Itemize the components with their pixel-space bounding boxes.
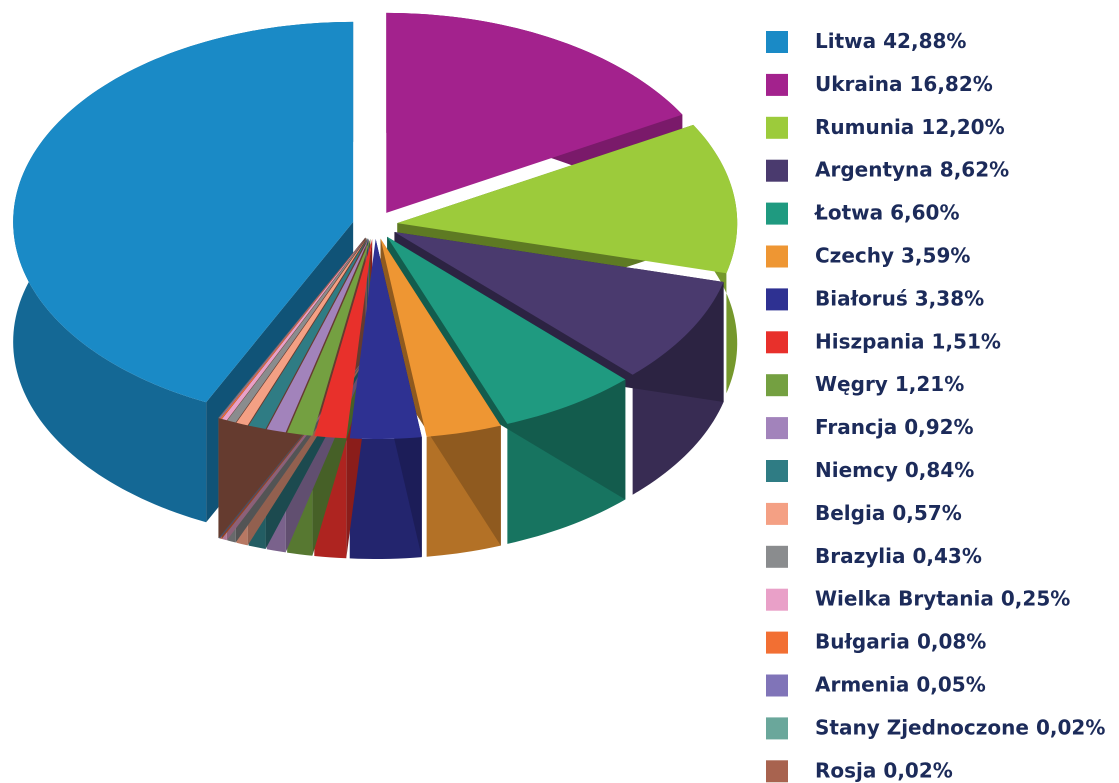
legend-swatch — [766, 202, 788, 225]
legend-value: 0,25% — [1001, 586, 1070, 610]
legend-value: 0,02% — [883, 758, 952, 782]
legend-label: Niemcy 0,84% — [815, 458, 974, 482]
legend-label: Armenia 0,05% — [815, 672, 986, 696]
legend-value: 12,20% — [921, 114, 1004, 138]
legend-name: Rosja — [815, 758, 876, 782]
slice — [218, 237, 366, 419]
legend-label: Stany Zjednoczone 0,02% — [815, 715, 1105, 739]
legend-name: Niemcy — [815, 458, 898, 482]
legend-swatch — [766, 717, 788, 740]
slice — [266, 238, 369, 433]
legend-swatch — [766, 460, 788, 482]
legend-name: Białoruś — [815, 286, 908, 310]
legend-swatch — [766, 545, 788, 568]
pie — [13, 12, 738, 559]
legend-label: Bułgaria 0,08% — [815, 629, 986, 653]
legend-label: Rumunia 12,20% — [815, 114, 1005, 138]
legend-label: Brazylia 0,43% — [815, 543, 982, 567]
slice — [314, 238, 373, 439]
legend-value: 8,62% — [940, 157, 1009, 181]
slice — [219, 237, 366, 419]
legend: Litwa 42,88% Ukraina 16,82% Rumunia 12,20% Arg… — [766, 29, 1105, 783]
legend-name: Ukraina — [815, 71, 903, 95]
legend-name: Hiszpania — [815, 329, 925, 353]
legend-value: 1,51% — [932, 329, 1001, 353]
legend-name: Bułgaria — [815, 629, 910, 653]
legend-label: Francja 0,92% — [815, 415, 974, 439]
legend-value: 0,57% — [892, 500, 961, 524]
legend-swatch — [766, 417, 788, 440]
legend-name: Litwa — [815, 29, 876, 53]
slice — [218, 237, 366, 419]
legend-name: Brazylia — [815, 543, 906, 567]
legend-name: Czechy — [815, 243, 894, 267]
legend-swatch — [766, 631, 788, 654]
legend-label: Wielka Brytania 0,25% — [815, 586, 1070, 610]
legend-label: Łotwa 6,60% — [814, 200, 960, 224]
legend-name: Francja — [815, 415, 897, 439]
slice — [287, 238, 371, 436]
legend-name: Łotwa — [814, 200, 883, 224]
legend-value: 42,88% — [883, 29, 966, 53]
legend-value: 3,59% — [901, 243, 970, 267]
legend-value: 0,84% — [905, 458, 974, 482]
legend-value: 0,02% — [1036, 715, 1105, 739]
legend-value: 0,43% — [913, 543, 982, 567]
legend-swatch — [766, 116, 788, 139]
legend-label: Węgry 1,21% — [815, 372, 964, 396]
legend-label: Rosja 0,02% — [815, 758, 953, 782]
legend-swatch — [766, 331, 788, 354]
slice — [236, 238, 367, 426]
legend-value: 16,82% — [910, 71, 993, 95]
legend-swatch — [766, 245, 788, 268]
legend-label: Argentyna 8,62% — [815, 157, 1009, 181]
legend-swatch — [766, 31, 788, 53]
legend-label: Hiszpania 1,51% — [815, 329, 1001, 353]
legend-name: Armenia — [815, 672, 909, 696]
slice — [387, 236, 626, 424]
slice — [397, 124, 738, 274]
legend-label: Litwa 42,88% — [815, 29, 966, 53]
legend-swatch — [766, 674, 788, 697]
slice — [394, 232, 724, 375]
slice — [380, 238, 501, 437]
legend-swatch — [766, 374, 788, 397]
slice — [248, 238, 368, 430]
legend-value: 1,21% — [895, 372, 964, 396]
legend-swatch — [766, 159, 788, 182]
slice — [13, 21, 354, 403]
legend-name: Stany Zjednoczone — [815, 715, 1029, 739]
legend-value: 0,92% — [904, 415, 973, 439]
legend-name: Wielka Brytania — [815, 586, 994, 610]
legend-swatch — [766, 760, 788, 783]
legend-name: Rumunia — [815, 114, 914, 138]
legend-value: 6,60% — [890, 200, 959, 224]
legend-swatch — [766, 588, 788, 611]
legend-name: Argentyna — [815, 157, 933, 181]
legend-label: Belgia 0,57% — [815, 500, 962, 524]
slice — [221, 237, 366, 421]
legend-name: Belgia — [815, 500, 885, 524]
legend-swatch — [766, 288, 788, 311]
legend-swatch — [766, 502, 788, 525]
legend-swatch — [766, 73, 788, 96]
legend-label: Ukraina 16,82% — [815, 71, 993, 95]
legend-value: 0,05% — [916, 672, 985, 696]
legend-label: Czechy 3,59% — [815, 243, 970, 267]
legend-label: Białoruś 3,38% — [815, 286, 984, 310]
legend-value: 0,08% — [917, 629, 986, 653]
slice — [220, 237, 366, 419]
slice — [349, 238, 422, 439]
slice — [386, 12, 683, 213]
slice — [227, 237, 367, 423]
legend-value: 3,38% — [915, 286, 984, 310]
legend-name: Węgry — [815, 372, 888, 396]
